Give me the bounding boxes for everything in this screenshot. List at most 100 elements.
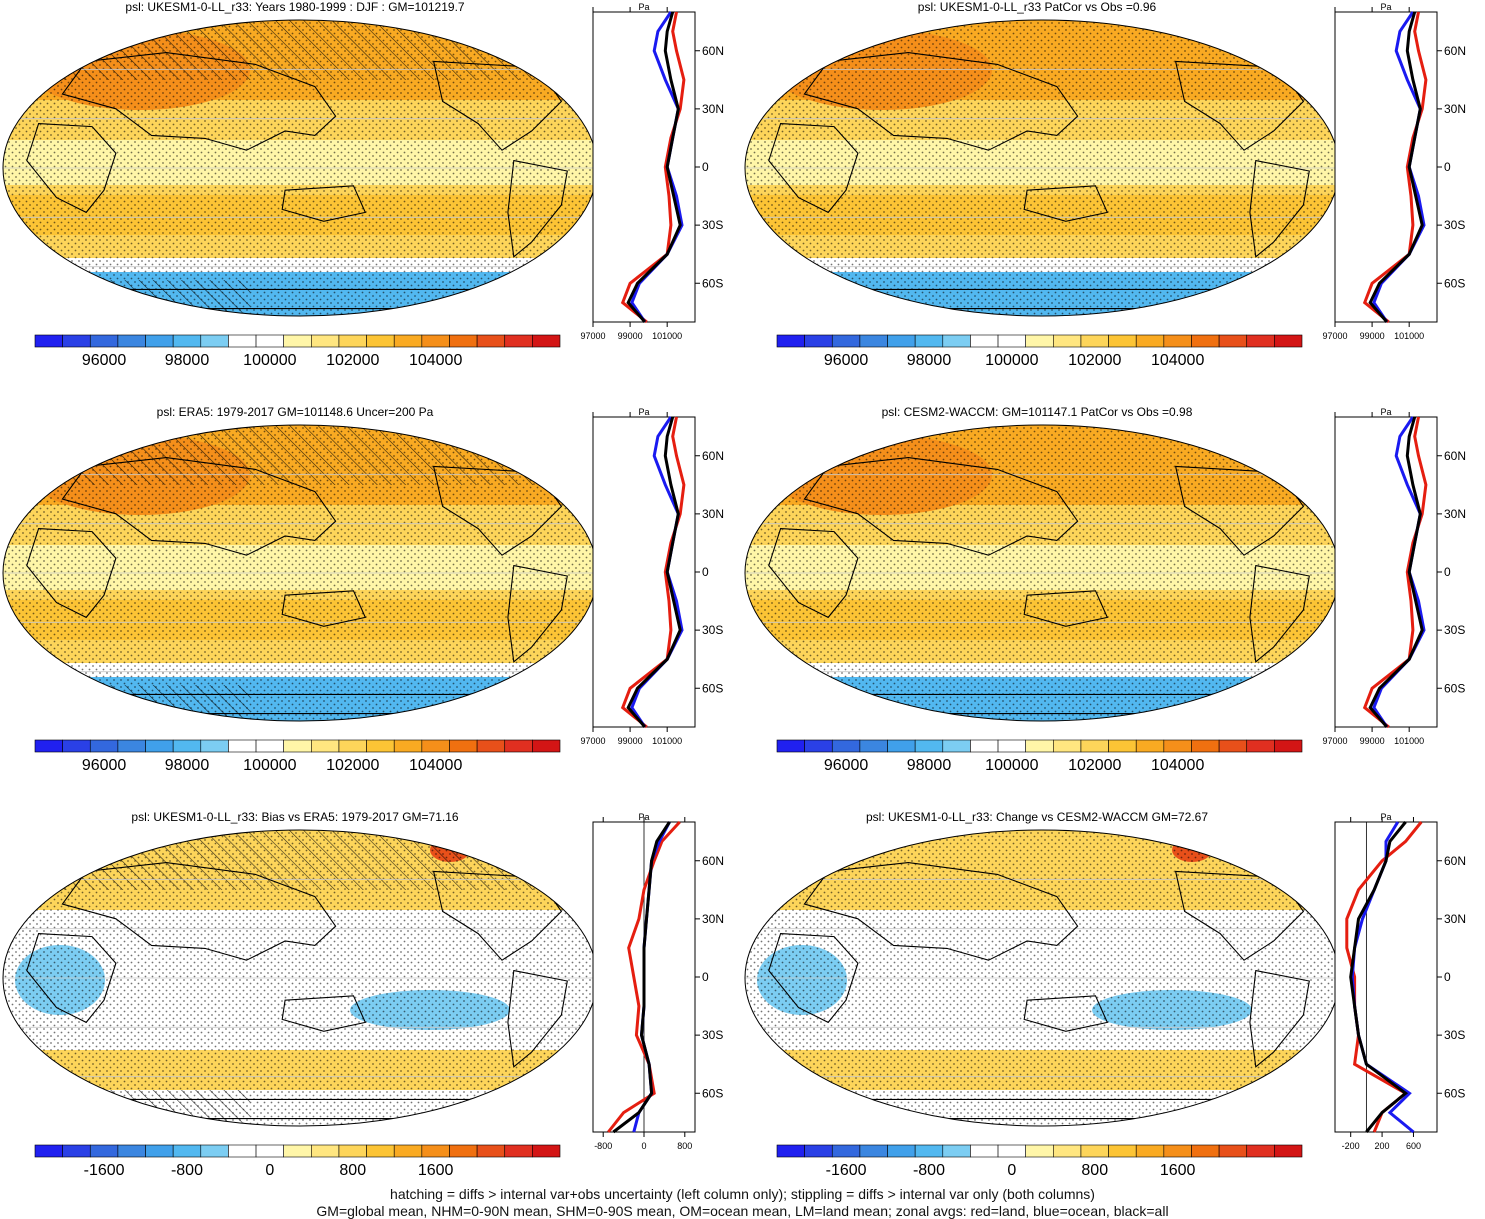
- panel-figure: -1600 -800 0 800 1600 Pa 60N 30N 0 30S 60S -200 200 6…: [744, 812, 1466, 1179]
- colorbar-swatch: [1080, 334, 1109, 348]
- zonal-line-all: [626, 11, 682, 323]
- lat-tick-label: 60N: [1444, 449, 1466, 463]
- zonal-mean-plot: Pa 60N 30N 0 30S 60S 97000 99000 101000: [1322, 407, 1466, 746]
- map-projection: [3, 425, 597, 721]
- colorbar-label: 102000: [1068, 757, 1121, 774]
- lat-tick-label: 0: [1444, 565, 1451, 579]
- panel-title: psl: UKESM1-0-LL_r33 PatCor vs Obs =0.96: [917, 0, 1157, 14]
- zonal-unit-label: Pa: [1380, 407, 1391, 417]
- colorbar-swatch: [997, 334, 1026, 348]
- lat-tick-label: 0: [702, 565, 709, 579]
- value-tick-label: 99000: [1360, 736, 1385, 746]
- colorbar-swatch: [311, 334, 340, 348]
- colorbar-swatch: [283, 1144, 312, 1158]
- lat-tick-label: 60S: [1444, 681, 1465, 695]
- hatching-south: [3, 1090, 250, 1126]
- continent-outline: [1249, 159, 1310, 258]
- zonal-mean-plot: Pa 60N 30N 0 30S 60S -200 200 600: [1334, 812, 1466, 1151]
- map-projection: [3, 830, 597, 1126]
- zonal-line-all: [612, 821, 671, 1134]
- lat-tick-label: 30S: [1444, 623, 1465, 637]
- colorbar-label: 104000: [1151, 352, 1204, 369]
- colorbar-swatch: [1080, 1144, 1109, 1158]
- value-tick-label: -200: [1342, 1141, 1360, 1151]
- colorbar-label: 100000: [985, 757, 1038, 774]
- lat-tick-label: 30S: [702, 1028, 723, 1042]
- colorbar-swatch: [449, 739, 478, 753]
- colorbar-swatch: [366, 334, 395, 348]
- colorbar-swatch: [914, 334, 944, 348]
- colorbar-label: 0: [265, 1162, 274, 1179]
- colorbar-label: 96000: [82, 757, 127, 774]
- colorbar-swatch: [338, 739, 367, 753]
- colorbar-swatch: [117, 1144, 146, 1158]
- footer-hatching-note: hatching = diffs > internal var+obs unce…: [390, 1186, 1095, 1202]
- zonal-line-land: [607, 820, 681, 1133]
- colorbar-label: 1600: [418, 1162, 454, 1179]
- value-tick-label: 0: [641, 1141, 646, 1151]
- colorbar-swatch: [1191, 334, 1220, 348]
- colorbar-swatch: [421, 739, 450, 753]
- colorbar-swatch: [970, 1144, 999, 1158]
- colorbar-swatch: [311, 1144, 340, 1158]
- colorbar-swatch: [804, 334, 833, 348]
- colorbar-swatch: [338, 1144, 367, 1158]
- lat-tick-label: 60N: [702, 44, 724, 58]
- colorbar-swatch: [89, 1144, 119, 1158]
- colorbar-swatch: [1163, 334, 1192, 348]
- colorbar-swatch: [1135, 1144, 1165, 1158]
- colorbar-swatch: [476, 1144, 506, 1158]
- panel-ukesm-patcor: psl: UKESM1-0-LL_r33 PatCor vs Obs =0.96…: [742, 0, 1484, 405]
- lat-tick-label: 30N: [1444, 507, 1466, 521]
- lat-tick-label: 30S: [702, 218, 723, 232]
- zonal-line-land: [1362, 416, 1428, 729]
- colorbar-swatch: [476, 334, 506, 348]
- continent-outline: [1023, 590, 1109, 627]
- colorbar-label: 96000: [824, 352, 869, 369]
- lat-tick-label: 0: [1444, 160, 1451, 174]
- colorbar-swatch: [1218, 1144, 1248, 1158]
- colorbar-swatch: [34, 334, 63, 348]
- continent-outline: [61, 457, 337, 556]
- colorbar-label: 100000: [243, 352, 296, 369]
- value-tick-label: 800: [677, 1141, 692, 1151]
- map-projection: [745, 830, 1339, 1126]
- colorbar-swatch: [366, 1144, 395, 1158]
- colorbar-swatch: [228, 739, 257, 753]
- colorbar-swatch: [914, 1144, 944, 1158]
- continent-outline: [768, 528, 859, 619]
- value-tick-label: 101000: [1394, 736, 1424, 746]
- colorbar-swatch: [1274, 1144, 1303, 1158]
- colorbar-swatch: [228, 334, 257, 348]
- lat-tick-label: 0: [702, 970, 709, 984]
- continent-outline: [61, 52, 337, 151]
- value-tick-label: 200: [1375, 1141, 1390, 1151]
- lat-tick-label: 30S: [1444, 1028, 1465, 1042]
- colorbar-label: 800: [339, 1162, 366, 1179]
- colorbar-swatch: [859, 1144, 888, 1158]
- colorbar-swatch: [1108, 739, 1137, 753]
- colorbar-label: 98000: [165, 757, 210, 774]
- colorbar-swatch: [89, 334, 119, 348]
- continent-outline: [61, 862, 337, 961]
- colorbar-swatch: [1108, 334, 1137, 348]
- colorbar-swatch: [421, 334, 450, 348]
- continent-outline: [1249, 969, 1310, 1068]
- continent-outline: [803, 862, 1079, 961]
- value-tick-label: 101000: [652, 331, 682, 341]
- zonal-unit-label: Pa: [638, 407, 649, 417]
- continent-outline: [281, 185, 367, 222]
- panel-cesm2: psl: CESM2-WACCM: GM=101147.1 PatCor vs …: [742, 405, 1484, 810]
- colorbar-swatch: [200, 334, 229, 348]
- colorbar-swatch: [942, 334, 971, 348]
- zonal-line-land: [1362, 11, 1428, 324]
- colorbar-swatch: [62, 334, 91, 348]
- colorbar-swatch: [1191, 1144, 1220, 1158]
- continent-outline: [803, 52, 1079, 151]
- colorbar-label: 102000: [326, 757, 379, 774]
- map-projection: [745, 425, 1339, 721]
- colorbar-swatch: [942, 739, 971, 753]
- colorbar-swatch: [942, 1144, 971, 1158]
- continent-outline: [1023, 185, 1109, 222]
- colorbar-swatch: [532, 739, 561, 753]
